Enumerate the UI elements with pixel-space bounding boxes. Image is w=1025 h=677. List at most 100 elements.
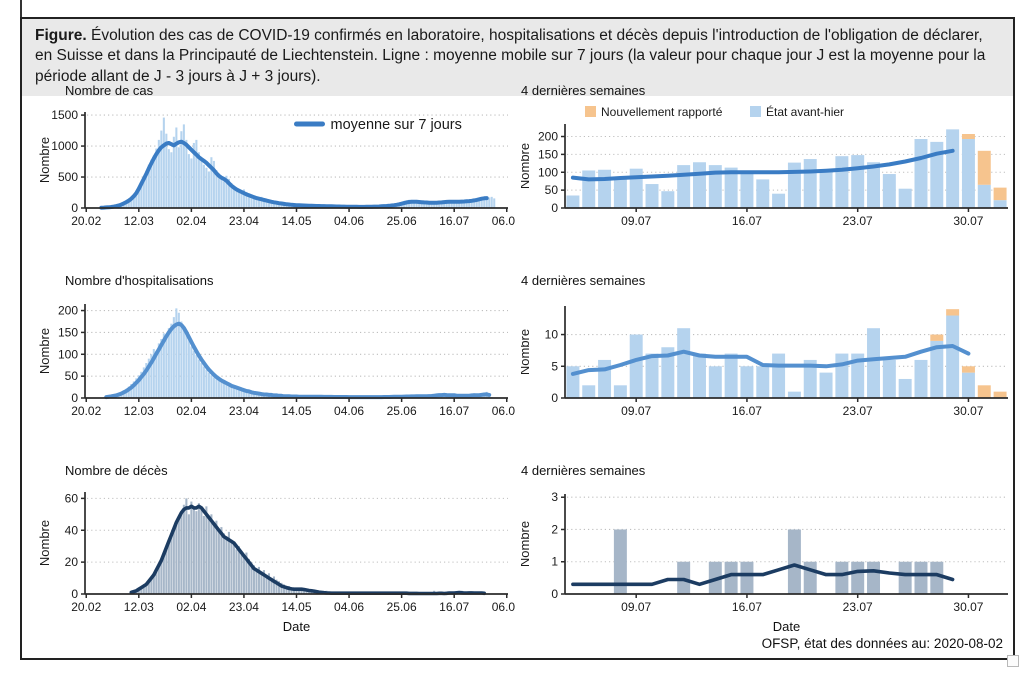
svg-text:16.07: 16.07 (732, 404, 762, 418)
svg-text:04.06: 04.06 (334, 404, 364, 418)
svg-text:14.05: 14.05 (281, 404, 311, 418)
svg-text:50: 50 (545, 183, 559, 197)
figure-caption-label: Figure. (35, 27, 87, 44)
svg-text:0: 0 (551, 391, 558, 405)
svg-text:02.04: 02.04 (176, 214, 206, 228)
x-axis-label: Date (282, 619, 311, 634)
svg-text:30.07: 30.07 (953, 214, 983, 228)
svg-text:16.07: 16.07 (439, 600, 469, 614)
svg-text:30.07: 30.07 (953, 404, 983, 418)
chart-title: Nombre d'hospitalisations (65, 273, 214, 288)
svg-text:20: 20 (65, 555, 79, 569)
svg-text:État avant-hier: État avant-hier (766, 104, 844, 119)
svg-text:0: 0 (551, 587, 558, 601)
deces-last4weeks-plot: 0 1 2 3 09.07 16.07 23.07 30.07 Nombre (521, 490, 1008, 614)
hospitalisations-overview-plot: 0 50 100 150 200 20.02 12.03 02.04 23.04 14.05 04.… (37, 304, 515, 418)
figure-caption: Figure. Évolution des cas de COVID-19 co… (22, 19, 1013, 97)
svg-text:16.07: 16.07 (732, 214, 762, 228)
svg-text:20.02: 20.02 (71, 404, 101, 418)
svg-text:06.08: 06.08 (492, 600, 515, 614)
svg-text:0: 0 (71, 201, 78, 215)
svg-text:23.07: 23.07 (843, 600, 873, 614)
svg-text:150: 150 (538, 147, 558, 161)
svg-text:14.05: 14.05 (281, 214, 311, 228)
svg-text:Nouvellement rapporté: Nouvellement rapporté (601, 105, 723, 119)
svg-text:0: 0 (71, 587, 78, 601)
cases-last4weeks-plot: 0 50 100 150 200 09.07 16.07 23.07 30.07 Nombre No… (521, 104, 1008, 228)
chart-cases-overview: Nombre de cas 0 500 1000 1500 20.02 12.03 02.0… (30, 82, 515, 232)
svg-text:16.07: 16.07 (732, 600, 762, 614)
svg-text:12.03: 12.03 (124, 404, 154, 418)
svg-text:23.04: 23.04 (229, 600, 259, 614)
svg-text:23.04: 23.04 (229, 214, 259, 228)
svg-text:Nombre: Nombre (37, 328, 52, 374)
svg-text:0: 0 (551, 201, 558, 215)
x-axis-label: Date (772, 619, 801, 634)
svg-text:09.07: 09.07 (621, 600, 651, 614)
svg-text:Nombre: Nombre (37, 137, 52, 183)
svg-text:Nombre: Nombre (37, 520, 52, 566)
svg-text:50: 50 (65, 369, 79, 383)
svg-text:20.02: 20.02 (71, 600, 101, 614)
chart-title: 4 dernières semaines (521, 273, 646, 288)
svg-text:09.07: 09.07 (621, 214, 651, 228)
svg-text:09.07: 09.07 (621, 404, 651, 418)
chart-deces-last4weeks: 4 dernières semaines 0 1 2 3 09.07 16.07 23.07… (521, 462, 1013, 634)
chart-hospitalisations-last4weeks: 4 dernières semaines 0 5 10 09.07 16.07 23.07… (521, 272, 1013, 422)
svg-text:04.06: 04.06 (334, 214, 364, 228)
svg-text:06.08: 06.08 (492, 404, 515, 418)
svg-text:150: 150 (58, 325, 78, 339)
svg-text:25.06: 25.06 (387, 600, 417, 614)
svg-text:200: 200 (538, 130, 558, 144)
data-source-note: OFSP, état des données au: 2020-08-02 (761, 636, 1003, 651)
cases-overview-plot: 0 500 1000 1500 20.02 12.03 02.04 23.04 14.05 04.… (37, 108, 515, 228)
svg-text:02.04: 02.04 (176, 600, 206, 614)
svg-text:1000: 1000 (51, 139, 78, 153)
chart-title: 4 dernières semaines (521, 463, 646, 478)
svg-text:12.03: 12.03 (124, 214, 154, 228)
svg-text:200: 200 (58, 304, 78, 318)
svg-text:23.07: 23.07 (843, 404, 873, 418)
svg-text:02.04: 02.04 (176, 404, 206, 418)
svg-text:Nombre: Nombre (521, 329, 532, 375)
svg-text:14.05: 14.05 (281, 600, 311, 614)
chart-title: 4 dernières semaines (521, 83, 646, 98)
chart-hospitalisations-overview: Nombre d'hospitalisations 0 50 100 150 200 20… (30, 272, 515, 422)
svg-text:100: 100 (538, 165, 558, 179)
deces-overview-plot: 0 20 40 60 20.02 12.03 02.04 23.04 14.05 04.06 25.… (37, 491, 515, 614)
svg-text:Nombre: Nombre (521, 143, 532, 189)
chart-title: Nombre de décès (65, 463, 168, 478)
svg-text:16.07: 16.07 (439, 214, 469, 228)
svg-text:25.06: 25.06 (387, 404, 417, 418)
svg-text:20.02: 20.02 (71, 214, 101, 228)
svg-text:3: 3 (551, 490, 558, 504)
svg-text:Nombre: Nombre (521, 521, 532, 567)
svg-text:12.03: 12.03 (124, 600, 154, 614)
chart-title: Nombre de cas (65, 83, 154, 98)
svg-text:1: 1 (551, 555, 558, 569)
chart-deces-overview: Nombre de décès 0 20 40 60 20.02 12.03 02.04 23… (30, 462, 515, 634)
svg-text:5: 5 (551, 359, 558, 373)
svg-text:06.08: 06.08 (492, 214, 515, 228)
svg-text:10: 10 (545, 328, 559, 342)
svg-text:23.04: 23.04 (229, 404, 259, 418)
svg-text:25.06: 25.06 (387, 214, 417, 228)
svg-text:0: 0 (71, 391, 78, 405)
figure-caption-text: Évolution des cas de COVID-19 confirmés … (35, 27, 986, 85)
outer-border-stub (20, 0, 22, 18)
svg-text:60: 60 (65, 491, 79, 505)
svg-text:04.06: 04.06 (334, 600, 364, 614)
svg-text:40: 40 (65, 523, 79, 537)
chart-cases-last4weeks: 4 dernières semaines 0 50 100 150 200 09.07 16… (521, 82, 1013, 232)
svg-text:100: 100 (58, 347, 78, 361)
svg-text:16.07: 16.07 (439, 404, 469, 418)
hospitalisations-last4weeks-plot: 0 5 10 09.07 16.07 23.07 30.07 Nombre (521, 306, 1008, 418)
svg-text:2: 2 (551, 522, 558, 536)
svg-text:500: 500 (58, 170, 78, 184)
svg-text:1500: 1500 (51, 108, 78, 122)
resize-handle[interactable] (1007, 655, 1019, 667)
svg-text:23.07: 23.07 (843, 214, 873, 228)
svg-text:30.07: 30.07 (953, 600, 983, 614)
svg-text:moyenne sur 7 jours: moyenne sur 7 jours (331, 117, 462, 133)
